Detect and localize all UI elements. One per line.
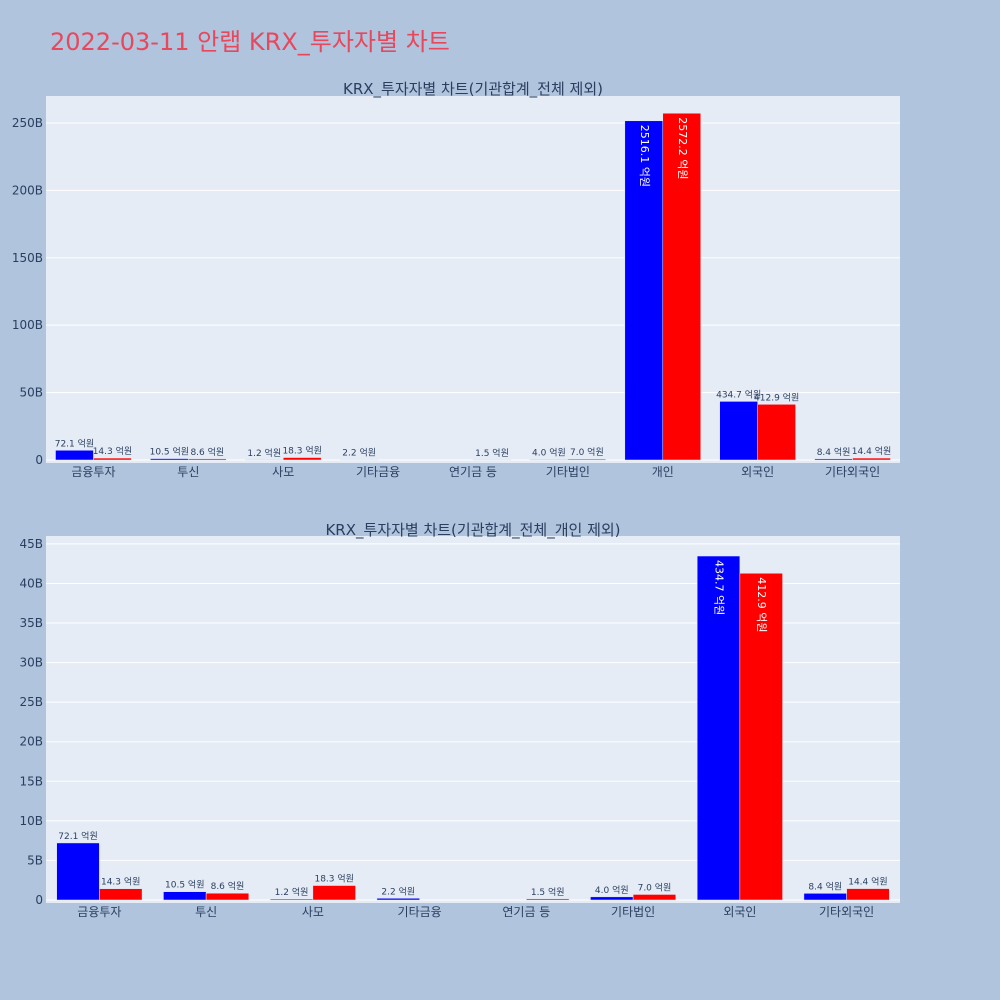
bar-series-2 xyxy=(739,573,783,901)
x-tick-label: 연기금 등 xyxy=(449,465,497,479)
y-tick-label: 40B xyxy=(19,576,43,590)
bar-data-label: 2.2 억원 xyxy=(342,447,376,459)
bar-series-1 xyxy=(163,891,207,901)
bar-data-label: 434.7 억원 xyxy=(716,388,761,400)
bar-data-label: 8.4 억원 xyxy=(817,446,851,458)
y-tick-label: 20B xyxy=(19,735,43,749)
x-tick-label: 금융투자 xyxy=(71,465,115,479)
y-tick-label: 25B xyxy=(19,695,43,709)
bar-series-2 xyxy=(205,892,250,901)
bar-series-1 xyxy=(803,893,847,901)
x-tick-label: 외국인 xyxy=(723,905,756,919)
x-tick-label: 기타외국인 xyxy=(825,465,880,479)
chart-title: KRX_투자자별 차트(기관합계_전체_개인 제외) xyxy=(325,521,620,540)
x-tick-label: 기타법인 xyxy=(546,465,590,479)
x-tick-label: 기타외국인 xyxy=(819,905,874,919)
x-tick-label: 기타금융 xyxy=(398,905,442,919)
x-tick-label: 기타법인 xyxy=(611,905,655,919)
bar-data-label: 412.9 억원 xyxy=(754,391,799,403)
x-tick-label: 연기금 등 xyxy=(502,905,550,919)
bar-data-label: 4.0 억원 xyxy=(532,446,566,458)
x-tick-label: 사모 xyxy=(302,905,324,919)
bar-series-1 xyxy=(376,898,420,901)
bar-series-1 xyxy=(269,898,314,901)
x-tick-label: 개인 xyxy=(652,465,674,479)
page-title: 2022-03-11 안랩 KRX_투자자별 차트 xyxy=(50,28,450,56)
bar-data-label: 72.1 억원 xyxy=(55,437,94,449)
bar-series-1 xyxy=(590,896,634,901)
bar-data-label: 8.6 억원 xyxy=(211,880,245,892)
y-tick-label: 15B xyxy=(19,774,43,788)
bar-data-label: 14.4 억원 xyxy=(848,876,887,888)
bar-series-1 xyxy=(56,842,100,901)
bar-data-label: 14.3 억원 xyxy=(101,876,140,888)
bar-data-label: 1.5 억원 xyxy=(475,447,509,459)
bar-series-2 xyxy=(757,404,796,461)
x-tick-label: 기타금융 xyxy=(356,465,400,479)
bar-data-label: 1.2 억원 xyxy=(247,447,281,459)
bar-series-1 xyxy=(624,120,664,461)
bar-series-1 xyxy=(150,458,189,461)
bar-data-label: 412.9 억원 xyxy=(755,577,768,632)
y-tick-label: 0 xyxy=(35,453,43,467)
y-tick-label: 10B xyxy=(19,814,43,828)
bar-data-label: 2.2 억원 xyxy=(381,885,415,897)
y-tick-label: 30B xyxy=(19,656,43,670)
bar-series-1 xyxy=(529,459,569,461)
y-tick-label: 5B xyxy=(27,853,43,867)
bar-data-label: 10.5 억원 xyxy=(165,879,204,891)
bar-data-label: 1.2 억원 xyxy=(275,886,309,898)
x-tick-label: 사모 xyxy=(272,465,294,479)
bar-data-label: 2572.2 억원 xyxy=(676,117,689,179)
bar-series-1 xyxy=(55,450,94,461)
y-tick-label: 200B xyxy=(12,183,43,197)
bar-data-label: 14.3 억원 xyxy=(93,445,132,457)
bar-series-2 xyxy=(282,457,322,461)
bar-series-2 xyxy=(99,888,143,901)
bar-series-2 xyxy=(93,457,132,461)
bar-data-label: 10.5 억원 xyxy=(150,446,189,458)
bar-data-label: 14.4 억원 xyxy=(852,445,891,457)
bar-data-label: 2516.1 억원 xyxy=(638,125,651,187)
bar-series-1 xyxy=(719,401,758,461)
bar-data-label: 434.7 억원 xyxy=(713,560,726,615)
y-tick-label: 50B xyxy=(19,386,43,400)
y-tick-label: 0 xyxy=(35,893,43,907)
y-tick-label: 45B xyxy=(19,537,43,551)
x-tick-label: 투신 xyxy=(177,465,199,479)
chart-title: KRX_투자자별 차트(기관합계_전체 제외) xyxy=(343,80,603,99)
bar-data-label: 18.3 억원 xyxy=(282,445,321,457)
bar-data-label: 4.0 억원 xyxy=(595,884,629,896)
bar-data-label: 18.3 억원 xyxy=(314,873,353,885)
bar-data-label: 8.6 억원 xyxy=(190,446,224,458)
bar-data-label: 7.0 억원 xyxy=(638,881,672,893)
bar-data-label: 72.1 억원 xyxy=(58,830,97,842)
y-tick-label: 100B xyxy=(12,318,43,332)
bar-series-2 xyxy=(846,888,890,901)
y-tick-label: 35B xyxy=(19,616,43,630)
bar-series-2 xyxy=(188,458,227,461)
bar-series-2 xyxy=(852,457,891,461)
bar-data-label: 1.5 억원 xyxy=(531,886,565,898)
x-tick-label: 금융투자 xyxy=(77,905,121,919)
x-tick-label: 투신 xyxy=(195,905,217,919)
chart-institutional-excluding-total: KRX_투자자별 차트(기관합계_전체 제외) 0 50B 100B 150B 200B 2… xyxy=(12,80,900,479)
x-tick-label: 외국인 xyxy=(741,465,774,479)
bar-series-2 xyxy=(312,885,356,901)
bar-series-1 xyxy=(814,458,853,461)
bar-series-2 xyxy=(567,458,607,461)
bar-series-2 xyxy=(632,894,677,901)
bar-data-label: 8.4 억원 xyxy=(808,880,842,892)
chart-excluding-total-and-individual: KRX_투자자별 차트(기관합계_전체_개인 제외) 0 5B 10B 15B 20B 25… xyxy=(19,521,900,919)
y-tick-label: 150B xyxy=(12,251,43,265)
bar-data-label: 7.0 억원 xyxy=(570,446,604,458)
bar-series-2 xyxy=(526,898,570,901)
bar-series-2 xyxy=(662,112,701,461)
y-tick-label: 250B xyxy=(12,116,43,130)
